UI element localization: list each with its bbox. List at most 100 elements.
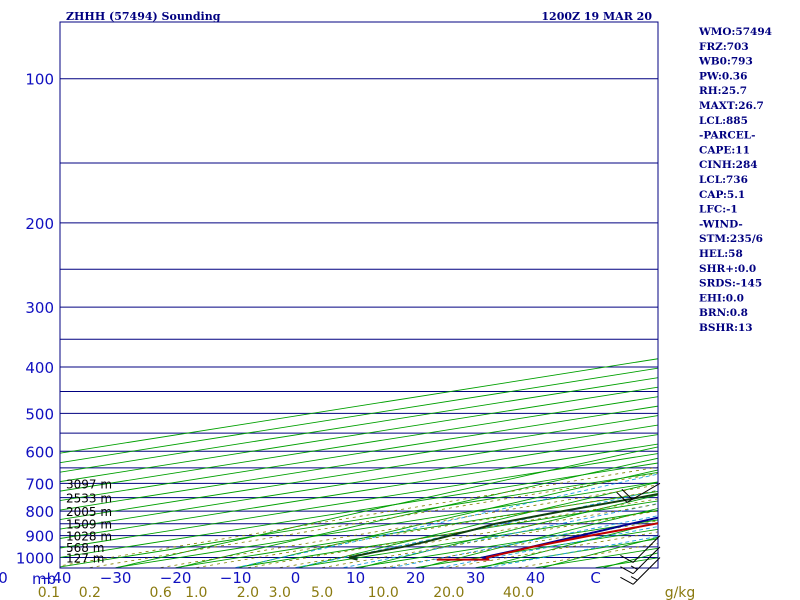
- pressure-tick-label: 600: [25, 443, 54, 461]
- isotherm-line: [60, 462, 658, 558]
- sounding-indices: WMO:57494 FRZ:703 WB0:793 PW:0.36 RH:25.7 MAX…: [698, 26, 772, 334]
- index-line: CINH:284: [699, 159, 758, 171]
- wind-barb: [620, 546, 661, 575]
- mixing-ratio-line: [383, 520, 658, 568]
- index-line: MAXT:26.7: [699, 100, 764, 112]
- index-line: -PARCEL-: [699, 130, 755, 142]
- wind-barb-half-flag: [630, 565, 638, 570]
- index-line: PW:0.36: [699, 70, 747, 82]
- dry-adiabat-line: [481, 521, 658, 568]
- mixing-ratio-line: [89, 473, 658, 568]
- height-label: 568 m: [66, 541, 104, 555]
- mixing-ratio-line: [322, 510, 658, 568]
- height-label: 127 m: [66, 552, 104, 566]
- index-line: CAPE:11: [699, 144, 750, 156]
- temperature-tick-label: −30: [100, 569, 132, 587]
- dewpoint-profile: [348, 493, 658, 561]
- temperature-tick-label: −40: [40, 569, 72, 587]
- plot-background: [60, 22, 658, 568]
- index-line: LCL:736: [699, 174, 748, 186]
- wind-barb-flag: [620, 554, 634, 563]
- height-label: 1028 m: [66, 530, 112, 544]
- dry-adiabat-line: [786, 79, 800, 568]
- index-line: LCL:885: [699, 115, 748, 127]
- wind-barb-shaft: [632, 546, 661, 575]
- index-line: FRZ:703: [699, 41, 749, 53]
- pressure-axis-label: mb: [32, 570, 56, 588]
- wind-barb: [616, 482, 661, 503]
- index-line: CAP:5.1: [699, 189, 745, 201]
- mixing-ratio-tick-label: 0.2: [79, 585, 101, 600]
- index-line: EHI:0.0: [699, 292, 744, 304]
- index-line: WB0:793: [698, 56, 753, 68]
- index-line: RH:25.7: [699, 85, 747, 97]
- temperature-tick-label: 0: [291, 569, 301, 587]
- isotherm-line: [60, 424, 658, 521]
- pressure-tick-label: 400: [25, 359, 54, 377]
- dry-adiabat-line: [177, 457, 658, 568]
- mixing-ratio-tick-label: 10.0: [368, 585, 399, 600]
- pressure-tick-label: 100: [25, 71, 54, 89]
- mixing-ratio-unit: g/kg: [665, 585, 696, 600]
- pressure-tick-label: 300: [25, 299, 54, 317]
- mixing-ratio-tick-label: 20.0: [433, 585, 464, 600]
- pressure-tick-label: 800: [25, 503, 54, 521]
- index-line: SHR+:0.0: [699, 263, 756, 275]
- isotherm-line: [60, 405, 658, 502]
- temperature-tick-label: C: [590, 569, 600, 587]
- wind-barb-flag: [620, 576, 634, 585]
- index-line: BSHR:13: [699, 322, 753, 334]
- mixing-ratio-tick-label: 0.6: [149, 585, 171, 600]
- mixing-ratio-tick-label: 5.0: [311, 585, 333, 600]
- parcel-profile: [436, 522, 658, 561]
- moist-adiabat-line: [235, 473, 658, 568]
- pressure-tick-label: 200: [25, 215, 54, 233]
- isotherm-line: [60, 453, 658, 549]
- isotherm-line: [60, 434, 658, 530]
- dry-adiabat-line: [360, 494, 658, 568]
- temperature-tick-label: -50: [0, 569, 8, 587]
- moist-adiabat-line: [439, 526, 658, 568]
- mixing-ratio-tick-label: 40.0: [503, 585, 534, 600]
- wind-barb-shaft: [632, 535, 661, 563]
- temperature-tick-label: 10: [346, 569, 365, 587]
- mixing-ratio-tick-label: 1.0: [185, 585, 207, 600]
- axis-labels: 1002003004005006007008009001000mb-50−40−…: [0, 71, 695, 600]
- mixing-ratio-tick-label: 2.0: [237, 585, 259, 600]
- dry-adiabat-line: [299, 481, 658, 568]
- plot-frame: [59, 21, 659, 569]
- height-label: 2533 m: [66, 492, 112, 506]
- index-line: HEL:58: [699, 248, 743, 260]
- pressure-tick-label: 1000: [16, 550, 54, 568]
- wind-barb: [620, 557, 661, 585]
- sounding-time: 1200Z 19 MAR 20: [541, 10, 652, 23]
- index-line: WMO:57494: [698, 26, 772, 38]
- temperature-tick-label: −10: [220, 569, 252, 587]
- wind-barb-flag: [616, 491, 628, 503]
- wind-barb: [620, 535, 661, 563]
- temperature-profile: [479, 516, 658, 561]
- pressure-tick-label: 500: [25, 405, 54, 423]
- index-line: BRN:0.8: [699, 307, 748, 319]
- pressure-tick-label: 700: [25, 475, 54, 493]
- dry-adiabat-line: [116, 446, 658, 568]
- isotherm-line: [60, 415, 658, 511]
- temperature-tick-label: −20: [160, 569, 192, 587]
- mixing-ratio-tick-label: 3.0: [269, 585, 291, 600]
- wind-barbs: [616, 482, 661, 585]
- profile-lines: [348, 493, 658, 561]
- index-line: SRDS:-145: [699, 278, 762, 290]
- isotherm-line: [115, 481, 658, 568]
- isotherm-line: [60, 443, 658, 539]
- isotherm-line: [60, 472, 658, 568]
- dry-adiabat-line: [238, 469, 658, 568]
- temperature-tick-label: 40: [526, 569, 545, 587]
- dry-adiabat-line: [420, 507, 658, 568]
- index-line: LFC:-1: [699, 204, 738, 216]
- height-label: 1509 m: [66, 518, 112, 532]
- isotherm-line: [60, 396, 658, 492]
- pressure-tick-label: 900: [25, 528, 54, 546]
- index-line: -WIND-: [699, 218, 743, 230]
- wind-barb-half-flag: [630, 576, 638, 581]
